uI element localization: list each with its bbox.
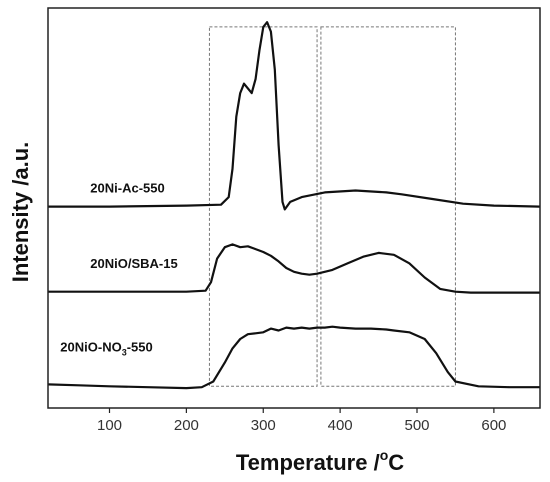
series-label-2: 20NiO/SBA-15 bbox=[90, 256, 177, 271]
series-line-3 bbox=[47, 325, 540, 390]
highlight-box-2 bbox=[320, 26, 456, 387]
x-tick-label: 400 bbox=[328, 417, 353, 434]
x-tick-label: 300 bbox=[251, 417, 276, 434]
x-axis-label: Temperature /oC bbox=[236, 447, 404, 475]
x-axis-label-main: Temperature / bbox=[236, 450, 380, 475]
y-axis-label: Intensity /a.u. bbox=[8, 142, 33, 283]
series-lines bbox=[47, 21, 541, 390]
highlight-boxes bbox=[208, 26, 456, 387]
series-line-2 bbox=[48, 243, 540, 294]
highlight-box-1 bbox=[208, 26, 318, 387]
series-line-1 bbox=[48, 21, 541, 211]
x-tick-label: 600 bbox=[481, 417, 506, 434]
x-axis-label-unit: C bbox=[388, 450, 404, 475]
series-label-3: 20NiO-NO3-550 bbox=[60, 339, 152, 357]
x-tick-label: 500 bbox=[404, 417, 429, 434]
plot-frame bbox=[47, 7, 541, 409]
series-label-1: 20Ni-Ac-550 bbox=[90, 180, 164, 195]
x-tick-label: 100 bbox=[97, 417, 122, 434]
series-labels: 20Ni-Ac-550 20NiO/SBA-15 20NiO-NO3-550 bbox=[60, 180, 177, 357]
x-tick-label: 200 bbox=[174, 417, 199, 434]
x-ticks: 100 200 300 400 500 600 bbox=[97, 408, 506, 434]
x-axis-label-superscript: o bbox=[380, 447, 389, 463]
